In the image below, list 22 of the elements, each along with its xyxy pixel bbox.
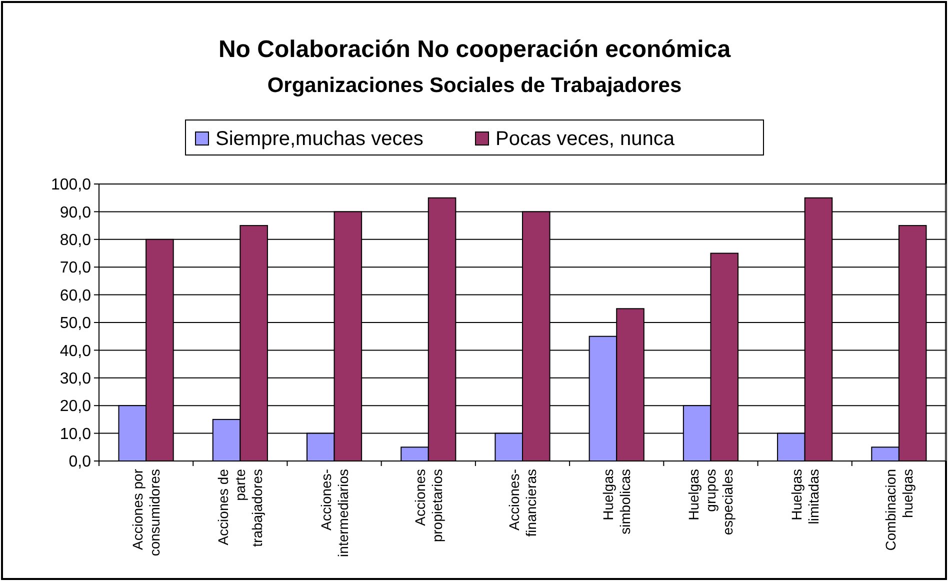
x-tick-label: Acciones- financieras <box>506 468 539 537</box>
y-tick-label: 80,0 <box>60 232 92 249</box>
legend-label: Pocas veces, nunca <box>496 128 676 150</box>
x-tick-label: Combinacion huelgas <box>882 469 916 551</box>
chart-title: No Colaboración No cooperación económica <box>218 36 732 63</box>
y-tick-label: 30,0 <box>60 370 92 388</box>
chart-subtitle: Organizaciones Sociales de Trabajadores <box>267 74 682 97</box>
y-tick-label: 60,0 <box>60 287 92 304</box>
y-tick-label: 20,0 <box>60 398 92 416</box>
y-tick-label: 40,0 <box>60 342 92 360</box>
y-tick-label: 90,0 <box>60 204 92 222</box>
x-tick-label: Huelgas limitadas <box>788 469 822 524</box>
y-tick-label: 10,0 <box>60 426 92 443</box>
x-tick-label: Acciones propietarios <box>412 469 445 542</box>
y-tick-label: 0,0 <box>68 454 92 471</box>
y-tick-label: 70,0 <box>60 260 92 277</box>
x-tick-label: Huelgas grupos especiales <box>686 469 736 536</box>
y-tick-label: 100,0 <box>50 176 92 194</box>
legend-label: Siempre,muchas veces <box>216 128 424 150</box>
y-tick-label: 50,0 <box>60 315 92 332</box>
x-tick-label: Acciones por consumidores <box>130 468 163 556</box>
x-tick-label: Huelgas simbolicas <box>600 469 634 534</box>
